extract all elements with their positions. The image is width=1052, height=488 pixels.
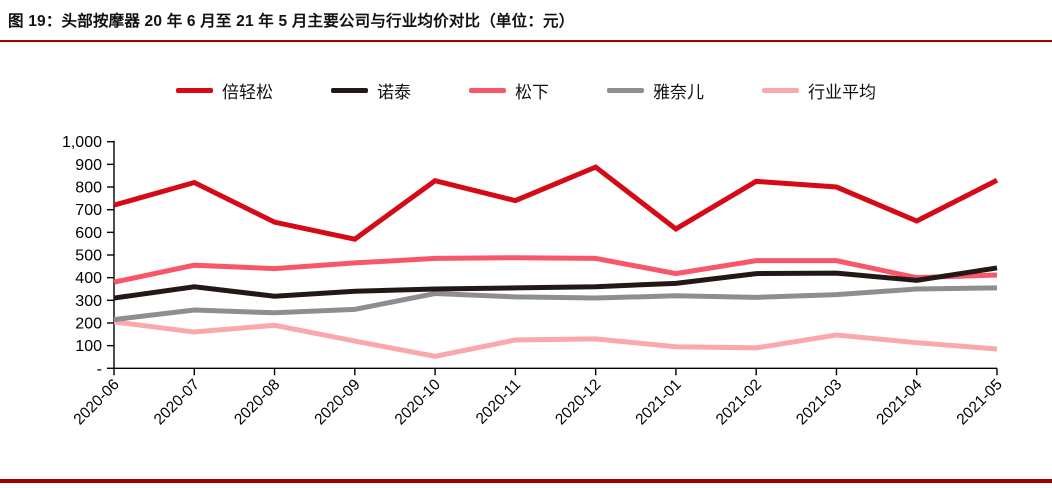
y-tick-label: 1,000	[62, 134, 102, 151]
x-tick-label: 2020-06	[71, 376, 123, 428]
legend-swatch-icon	[469, 87, 506, 93]
series-line-0	[113, 164, 999, 242]
chart-legend: 倍轻松 诺泰 松下 雅奈儿 行业平均	[0, 74, 1052, 106]
series-line-3	[113, 285, 998, 323]
legend-label: 倍轻松	[222, 82, 273, 102]
legend-item-0: 倍轻松	[176, 78, 273, 103]
y-tick-label: -	[97, 361, 102, 378]
y-tick-label: 700	[75, 202, 102, 219]
x-tick-label: 2021-01	[632, 376, 684, 428]
y-tick-label: 600	[75, 225, 102, 242]
legend-item-2: 松下	[469, 78, 549, 103]
title-divider-rule	[0, 40, 1052, 42]
legend-item-1: 诺泰	[331, 78, 411, 103]
series-line-1	[113, 265, 998, 301]
x-tick-label: 2020-11	[473, 376, 524, 427]
y-tick-label: 400	[75, 270, 102, 287]
x-tick-label: 2020-09	[311, 376, 363, 428]
y-tick-label: 100	[75, 338, 102, 355]
legend-swatch-icon	[762, 87, 799, 93]
legend-label: 诺泰	[377, 82, 411, 102]
series-line-2	[113, 255, 998, 285]
x-tick-label: 2020-07	[151, 376, 203, 428]
x-tick-label: 2021-03	[793, 376, 845, 428]
legend-swatch-icon	[176, 87, 213, 93]
x-tick-label: 2021-02	[713, 376, 765, 428]
legend-swatch-icon	[607, 87, 644, 93]
series-line-4	[113, 319, 998, 359]
legend-label: 松下	[515, 82, 549, 102]
footer-rule	[0, 479, 1052, 483]
legend-label: 雅奈儿	[653, 82, 704, 102]
legend-item-4: 行业平均	[762, 78, 876, 103]
y-tick-label: 300	[75, 293, 102, 310]
legend-item-3: 雅奈儿	[607, 78, 704, 103]
y-tick-label: 900	[75, 157, 102, 174]
legend-label: 行业平均	[808, 82, 876, 102]
y-tick-label: 800	[75, 180, 102, 197]
x-tick-label: 2021-05	[954, 376, 1006, 428]
y-tick-label: 200	[75, 315, 102, 332]
y-tick-label: 500	[75, 248, 102, 265]
figure-title: 图 19：头部按摩器 20 年 6 月至 21 年 5 月主要公司与行业均价对比…	[8, 13, 575, 30]
legend-swatch-icon	[331, 87, 368, 93]
x-tick-label: 2021-04	[873, 376, 926, 429]
x-tick-label: 2020-08	[231, 376, 283, 428]
x-tick-label: 2020-10	[392, 376, 445, 429]
x-tick-label: 2020-12	[552, 376, 604, 428]
